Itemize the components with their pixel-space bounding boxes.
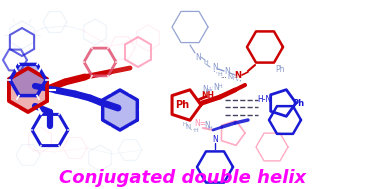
Text: Ph: Ph	[275, 66, 285, 74]
Text: Conjugated double helix: Conjugated double helix	[59, 169, 307, 187]
Text: H: H	[208, 126, 212, 132]
Text: H: H	[203, 60, 208, 64]
Text: Ph: Ph	[292, 98, 304, 108]
Text: N: N	[185, 124, 191, 130]
Text: NH: NH	[202, 91, 214, 99]
Text: N: N	[224, 67, 230, 77]
Text: ...: ...	[221, 73, 227, 79]
Polygon shape	[9, 68, 47, 112]
Text: H: H	[194, 129, 198, 133]
Text: N: N	[213, 83, 219, 91]
Text: H: H	[218, 84, 223, 90]
Polygon shape	[103, 90, 137, 130]
Text: N: N	[227, 74, 233, 80]
Text: N: N	[235, 71, 242, 81]
Text: H-N: H-N	[257, 95, 271, 105]
Text: N: N	[212, 136, 218, 145]
Text: N: N	[195, 53, 201, 61]
Text: H: H	[183, 122, 187, 128]
Text: N=: N=	[194, 119, 206, 128]
Text: Ph: Ph	[175, 100, 189, 110]
Polygon shape	[10, 64, 46, 96]
Text: N: N	[204, 121, 210, 129]
Text: =: =	[206, 87, 212, 93]
Text: H: H	[233, 77, 237, 81]
Text: N: N	[202, 85, 208, 94]
Text: N: N	[212, 64, 218, 73]
Text: ...: ...	[189, 126, 195, 132]
Text: H: H	[218, 71, 223, 77]
